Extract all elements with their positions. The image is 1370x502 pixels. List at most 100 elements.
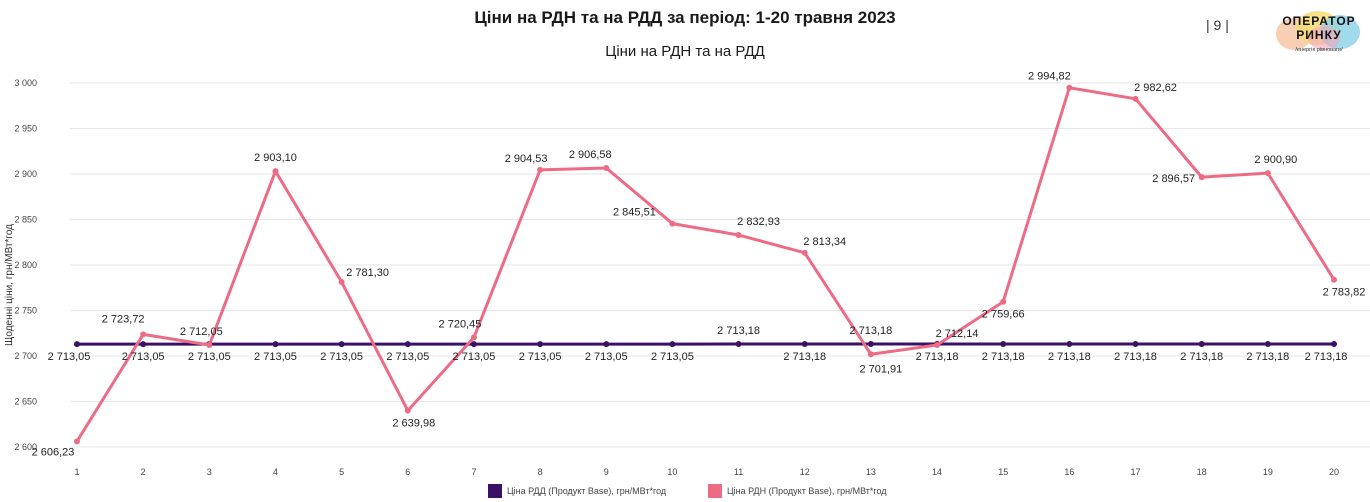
page-number: | 9 | [1206,17,1229,33]
data-labels: 2 713,05 2 713,05 2 713,05 2 713,05 2 713,05… [32,71,1366,459]
x-tick-label: 7 [471,467,476,477]
rdd-data-label: 2 713,18 [1305,351,1348,363]
x-tick-label: 19 [1263,467,1273,477]
logo-line1: ОПЕРАТОР [1282,14,1355,28]
rdd-data-label: 2 713,05 [122,351,165,363]
rdd-data-label: 2 713,05 [188,351,231,363]
rdn-point [74,438,80,445]
rdd-point [669,341,676,348]
x-tick-label: 15 [998,467,1008,477]
rdn-point [1198,174,1205,181]
x-tick-label: 12 [800,467,810,477]
rdd-point [1000,341,1007,348]
chart-legend: Ціна РДД (Продукт Base), грн/МВт*год Ціна… [0,484,1370,500]
rdd-data-label: 2 713,18 [982,351,1025,363]
rdn-point [1132,95,1139,102]
rdd-data-label: 2 713,18 [916,351,959,363]
rdn-data-label: 2 832,93 [737,216,780,228]
rdd-point [1264,341,1271,348]
rdn-data-label: 2 904,53 [505,153,548,165]
x-tick-label: 6 [405,467,410,477]
rdd-data-label: 2 713,05 [386,351,429,363]
rdn-data-label: 2 813,34 [803,236,846,248]
rdd-data-label: 2 713,05 [48,351,91,363]
rdn-point [1264,170,1271,177]
rdd-point [140,341,147,348]
rdn-data-label: 2 900,90 [1254,154,1297,166]
legend-label: Ціна РДД (Продукт Base), грн/МВт*год [507,486,667,496]
legend-swatch [488,484,502,498]
rdn-point [867,351,874,358]
rdn-data-label: 2 712,05 [180,326,223,338]
rdd-data-label: 2 713,18 [1114,351,1157,363]
y-tick-label: 2 850 [14,215,37,225]
y-tick-label: 3 000 [14,78,37,88]
x-tick-label: 18 [1197,467,1207,477]
legend-item-rdd: Ціна РДД (Продукт Base), грн/МВт*год [488,484,666,498]
rdd-point [1198,341,1205,348]
x-tick-label: 4 [273,467,278,477]
x-tick-label: 17 [1131,467,1141,477]
rdd-point [867,341,874,348]
rdn-point [669,220,676,227]
y-tick-label: 2 750 [14,306,37,316]
logo-line2: РИНКУ [1296,28,1341,42]
x-tick-label: 3 [207,467,212,477]
rdd-data-label: 2 713,18 [717,325,760,337]
rdn-point [603,165,610,172]
x-tick-label: 11 [734,467,743,477]
rdd-data-label: 2 713,05 [320,351,363,363]
rdn-point [338,279,345,286]
rdn-point [404,407,411,414]
legend-item-rdn: Ціна РДН (Продукт Base), грн/МВт*год [708,484,887,498]
rdn-point [470,334,477,341]
rdn-point [206,342,213,349]
y-tick-label: 2 650 [14,397,37,407]
rdd-point [470,341,477,348]
rdd-point [1331,341,1337,348]
rdn-data-label: 2 759,66 [982,309,1025,321]
rdd-point [338,341,345,348]
y-axis-label: Щоденні ціни, грн/МВт*год [4,224,15,346]
y-tick-label: 2 800 [14,260,37,270]
rdd-point [1132,341,1139,348]
rdn-data-label: 2 903,10 [254,152,297,164]
y-tick-label: 2 700 [14,351,37,361]
rdd-data-label: 2 713,05 [453,351,496,363]
rdn-data-label: 2 720,45 [439,318,482,330]
price-line-chart: 2 600 2 650 2 700 2 750 2 800 2 850 2 900 2 950… [4,71,1370,477]
x-tick-label: 9 [604,467,609,477]
x-tick-label: 16 [1064,467,1074,477]
x-tick-label: 5 [339,467,344,477]
rdn-data-label: 2 606,23 [32,446,75,458]
legend-label: Ціна РДН (Продукт Base), грн/МВт*год [727,486,887,496]
rdn-point [934,341,941,348]
rdn-point [735,232,742,239]
operator-rynku-logo: ОПЕРАТОР РИНКУ /енергія рівноваги/ [1276,11,1360,53]
rdd-data-label: 2 713,18 [849,325,892,337]
rdd-point [1066,341,1073,348]
rdn-data-label: 2 896,57 [1152,173,1195,185]
rdn-data-label: 2 712,14 [936,328,979,340]
y-tick-label: 2 900 [14,169,37,179]
rdn-data-label: 2 982,62 [1134,82,1177,94]
rdn-point [140,331,147,338]
x-tick-label: 1 [74,467,79,477]
rdd-point [272,341,279,348]
x-tick-label: 10 [667,467,677,477]
x-tick-label: 8 [538,467,543,477]
rdd-data-label: 2 713,05 [254,351,297,363]
series-lines [74,84,1337,445]
rdd-point [603,341,610,348]
x-tick-label: 14 [932,467,942,477]
legend-swatch [708,484,722,498]
axes: 2 600 2 650 2 700 2 750 2 800 2 850 2 900 2 950… [14,78,1339,477]
rdd-point [801,341,808,348]
rdd-data-label: 2 713,18 [783,351,826,363]
rdn-point [537,166,544,173]
gridlines [70,82,1370,448]
rdn-point [1066,84,1073,91]
rdn-point [1331,276,1337,283]
x-tick-label: 2 [141,467,146,477]
rdn-data-label: 2 701,91 [859,363,902,375]
